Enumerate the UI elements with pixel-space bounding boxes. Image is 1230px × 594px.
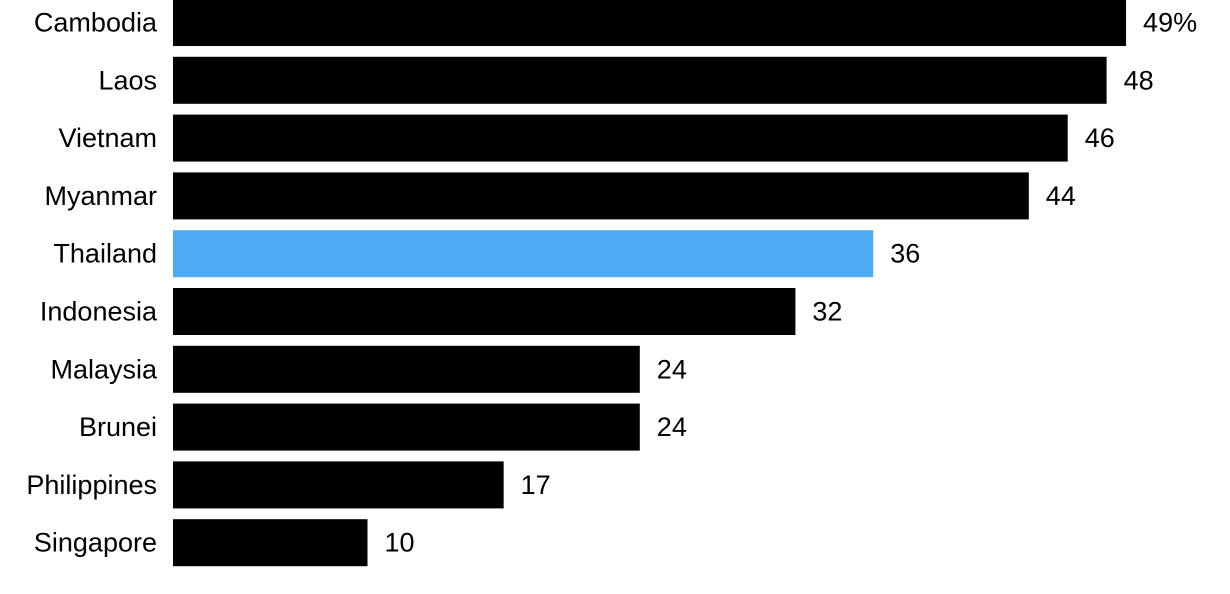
bar-vietnam [173,114,1068,162]
value-label-myanmar: 44 [1046,181,1076,211]
category-label-cambodia: Cambodia [34,8,158,38]
bar-laos [173,56,1107,104]
category-labels-group: Cambodia Laos Vietnam Myanmar Thailand Indone… [26,8,158,558]
value-label-cambodia: 49% [1143,8,1197,38]
value-label-singapore: 10 [385,528,415,558]
bar-myanmar [173,172,1029,220]
value-label-vietnam: 46 [1085,123,1115,153]
value-labels-group: 49% 48 46 44 36 32 24 24 17 10 [385,8,1198,558]
bar-indonesia [173,288,796,335]
category-label-brunei: Brunei [79,412,157,442]
bar-thailand [173,230,874,278]
value-label-thailand: 36 [890,239,920,269]
bar-brunei [173,403,640,451]
category-label-myanmar: Myanmar [44,181,157,211]
bar-cambodia [173,0,1127,46]
value-label-malaysia: 24 [657,354,687,384]
category-label-philippines: Philippines [26,470,157,500]
category-label-laos: Laos [98,65,157,95]
value-label-indonesia: 32 [812,297,842,327]
bars-group [173,0,1127,567]
category-label-indonesia: Indonesia [40,297,158,327]
value-label-brunei: 24 [657,412,687,442]
bar-philippines [173,461,504,509]
category-label-thailand: Thailand [53,239,157,269]
category-label-vietnam: Vietnam [58,123,157,153]
value-label-laos: 48 [1124,65,1154,95]
value-label-philippines: 17 [521,470,551,500]
category-label-singapore: Singapore [34,528,157,558]
bar-singapore [173,519,368,567]
bar-malaysia [173,345,640,393]
category-label-malaysia: Malaysia [50,354,158,384]
